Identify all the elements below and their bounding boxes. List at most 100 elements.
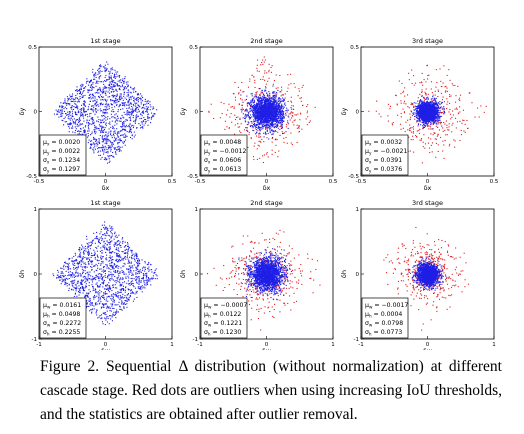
inlier-point [267, 102, 269, 104]
inlier-point [70, 117, 72, 119]
inlier-point [111, 137, 113, 139]
outlier-point [291, 101, 293, 103]
x-tick-label: -0.5 [34, 179, 45, 185]
inlier-point [104, 149, 106, 151]
inlier-point [94, 109, 96, 111]
inlier-point [115, 138, 117, 141]
inlier-point [83, 120, 85, 122]
inlier-point [71, 127, 73, 129]
inlier-point [94, 126, 96, 128]
outlier-point [224, 128, 226, 130]
inlier-point [253, 125, 255, 127]
inlier-point [427, 98, 429, 100]
outlier-point [263, 141, 265, 143]
inlier-point [423, 125, 425, 127]
outlier-point [269, 95, 271, 97]
inlier-point [424, 122, 426, 124]
inlier-point [78, 101, 80, 103]
inlier-point [71, 119, 74, 121]
outlier-point [436, 135, 438, 137]
inlier-point [116, 118, 118, 120]
inlier-point [98, 65, 101, 67]
inlier-point [81, 115, 83, 117]
inlier-point [278, 119, 280, 122]
outlier-point [297, 113, 299, 115]
inlier-point [265, 133, 267, 135]
inlier-point [438, 102, 440, 105]
inlier-point [263, 104, 265, 106]
inlier-point [272, 102, 274, 104]
outlier-point [443, 65, 445, 67]
inlier-point [116, 146, 118, 148]
inlier-point [258, 107, 261, 109]
inlier-point [414, 112, 416, 114]
inlier-point [111, 142, 113, 144]
inlier-point [104, 142, 106, 144]
inlier-point [90, 144, 92, 146]
inlier-point [264, 132, 266, 134]
inlier-point [435, 103, 437, 105]
inlier-point [263, 125, 265, 127]
inlier-point [100, 94, 102, 96]
outlier-point [256, 148, 258, 150]
outlier-point [238, 93, 240, 95]
outlier-point [430, 144, 432, 146]
inlier-point [143, 120, 145, 123]
outlier-point [267, 156, 269, 158]
inlier-point [276, 106, 278, 108]
inlier-point [81, 83, 83, 85]
inlier-point [95, 127, 97, 129]
inlier-point [257, 109, 259, 111]
inlier-point [82, 84, 84, 86]
inlier-point [248, 102, 250, 105]
inlier-point [263, 107, 265, 109]
inlier-point [246, 129, 248, 131]
inlier-point [147, 102, 150, 104]
inlier-point [436, 107, 438, 109]
inlier-point [136, 127, 138, 129]
outlier-point [287, 123, 290, 125]
inlier-point [147, 100, 149, 102]
inlier-point [282, 108, 284, 110]
inlier-point [257, 118, 259, 120]
outlier-point [438, 107, 440, 109]
inlier-point [57, 111, 59, 113]
x-tick-label: 0.5 [168, 179, 177, 185]
inlier-point [268, 104, 270, 106]
inlier-point [130, 113, 132, 115]
inlier-point [113, 135, 115, 137]
inlier-point [81, 104, 83, 106]
inlier-point [262, 115, 264, 117]
inlier-point [92, 100, 94, 102]
outlier-point [440, 80, 442, 82]
outlier-point [416, 121, 418, 123]
inlier-point [278, 100, 280, 102]
inlier-point [108, 87, 110, 89]
inlier-point [110, 69, 112, 71]
inlier-point [113, 76, 115, 78]
inlier-point [68, 118, 70, 120]
inlier-point [98, 147, 100, 149]
inlier-point [92, 109, 94, 111]
inlier-point [83, 100, 85, 103]
inlier-point [111, 72, 113, 74]
inlier-point [119, 131, 121, 133]
inlier-point [268, 110, 270, 112]
inlier-point [110, 86, 112, 88]
outlier-point [412, 135, 414, 137]
inlier-point [106, 137, 108, 139]
inlier-point [261, 90, 263, 92]
inlier-point [112, 111, 114, 113]
inlier-point [70, 123, 73, 125]
inlier-point [423, 122, 425, 124]
outlier-point [253, 130, 255, 132]
inlier-point [425, 123, 427, 125]
inlier-point [262, 125, 264, 127]
inlier-point [128, 100, 130, 102]
inlier-point [266, 120, 268, 123]
outlier-point [446, 127, 448, 129]
inlier-point [261, 122, 263, 124]
inlier-point [96, 101, 98, 103]
inlier-point [123, 105, 126, 107]
